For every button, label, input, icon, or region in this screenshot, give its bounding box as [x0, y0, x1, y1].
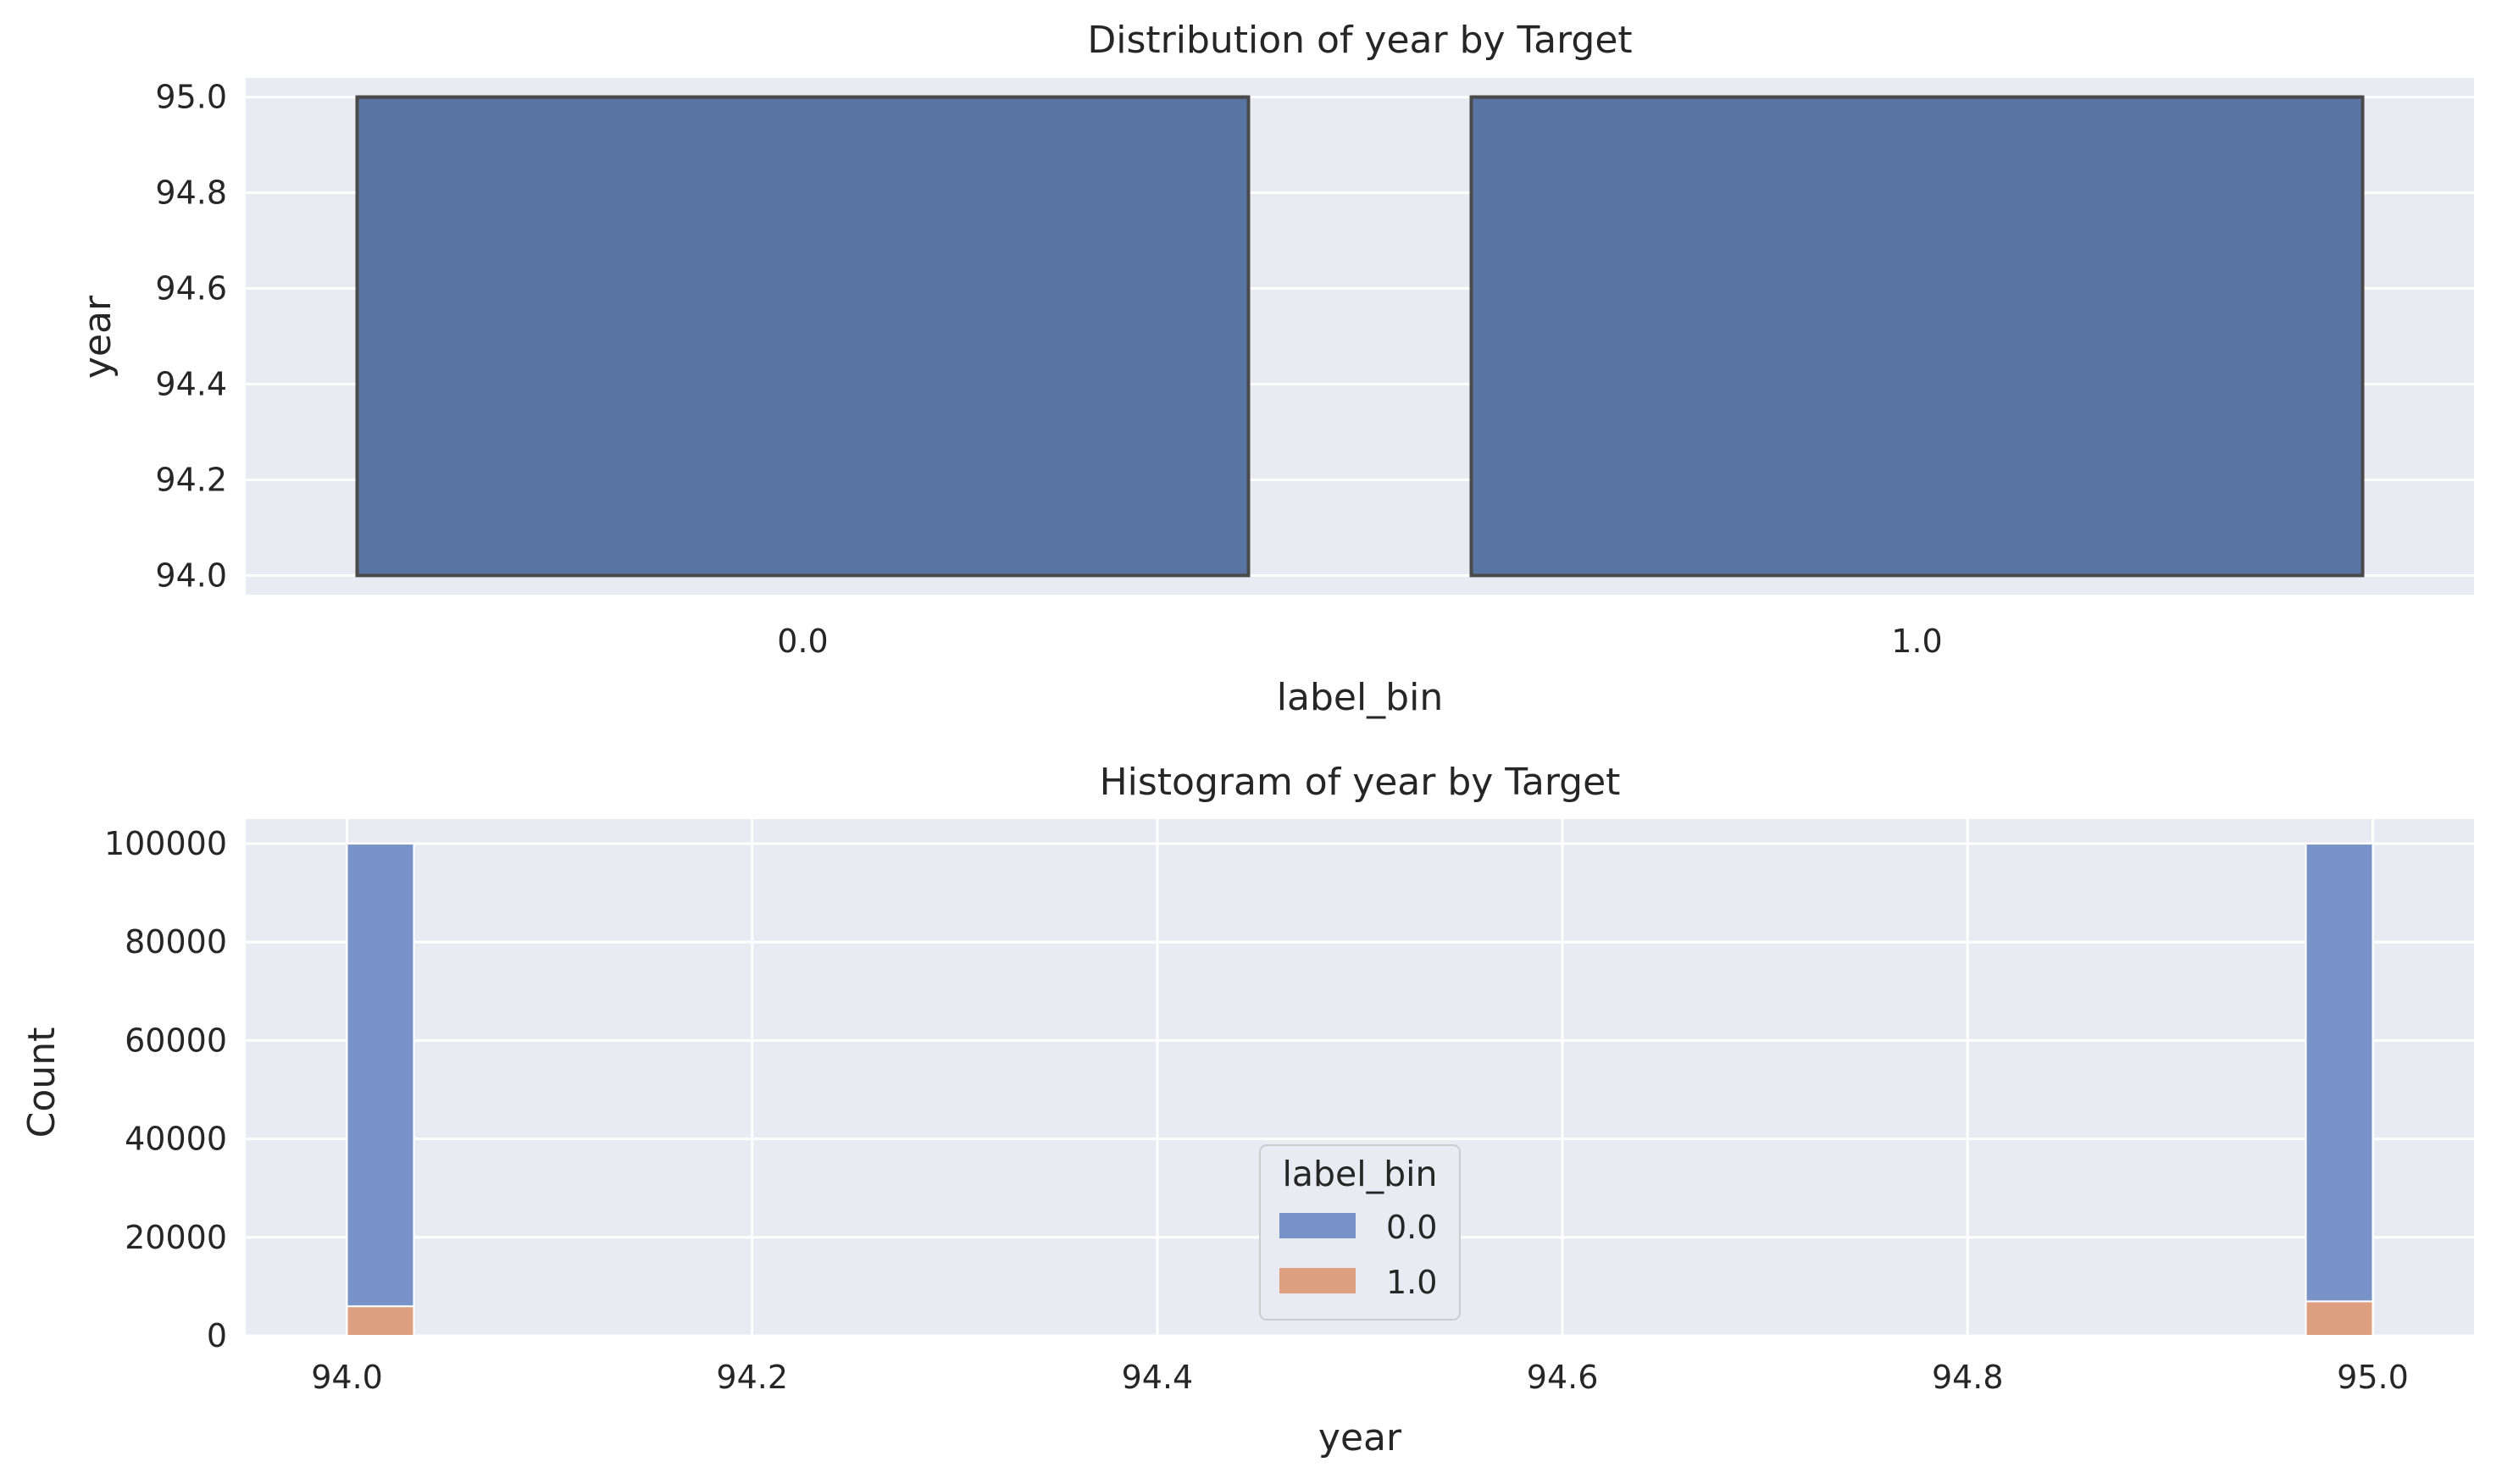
- box-plot-x-axis-label: label_bin: [1277, 676, 1443, 719]
- histogram-y-axis-label: Count: [20, 1027, 64, 1138]
- box-plot-y-ticks: 94.0 94.2 94.4 94.6 94.8 95.0: [155, 79, 227, 595]
- histogram-title: Histogram of year by Target: [1100, 761, 1621, 804]
- box-plot-y-tick-4: 94.8: [155, 174, 227, 212]
- box-plot-y-tick-5: 95.0: [155, 79, 227, 116]
- histogram-y-tick-1: 20000: [125, 1219, 227, 1256]
- legend-swatch-1: [1279, 1268, 1356, 1293]
- histogram-x-tick-3: 94.6: [1527, 1359, 1599, 1396]
- histogram-bar-series-1.0-bin-0: [346, 1305, 415, 1337]
- histogram-x-tick-1: 94.2: [716, 1359, 788, 1396]
- histogram-panel: 0 20000 40000 60000 80000 100000 94.0 94.2 94.4…: [20, 761, 2474, 1459]
- box-1.0: [1469, 95, 2365, 578]
- box-plot-x-ticks: 0.0 1.0: [777, 623, 1942, 660]
- histogram-y-tick-3: 60000: [125, 1022, 227, 1059]
- histogram-y-tick-0: 0: [207, 1317, 227, 1354]
- histogram-x-tick-4: 94.8: [1932, 1359, 2004, 1396]
- legend-label-1: 1.0: [1386, 1264, 1437, 1301]
- box-plot-y-tick-3: 94.6: [155, 270, 227, 307]
- box-plot-y-tick-1: 94.2: [155, 461, 227, 498]
- box-plot-title: Distribution of year by Target: [1087, 19, 1632, 62]
- box-plot-marks: [355, 95, 2365, 578]
- histogram-bar-series-0.0-bin-0: [346, 843, 415, 1308]
- legend-title: label_bin: [1282, 1154, 1437, 1194]
- histogram-bars: [346, 843, 2374, 1337]
- histogram-y-tick-5: 100000: [104, 825, 227, 862]
- histogram-x-tick-2: 94.4: [1122, 1359, 1194, 1396]
- histogram-x-tick-5: 95.0: [2337, 1359, 2409, 1396]
- box-plot-y-axis-label: year: [76, 295, 119, 379]
- box-plot-x-tick-0: 0.0: [777, 623, 828, 660]
- legend-swatch-0: [1279, 1213, 1356, 1238]
- histogram-x-axis-label: year: [1318, 1416, 1402, 1459]
- box-plot-x-tick-1: 1.0: [1891, 623, 1942, 660]
- histogram-y-ticks: 0 20000 40000 60000 80000 100000: [104, 825, 227, 1354]
- box-0.0: [355, 95, 1251, 578]
- histogram-x-tick-0: 94.0: [311, 1359, 383, 1396]
- histogram-x-ticks: 94.0 94.2 94.4 94.6 94.8 95.0: [311, 1359, 2409, 1396]
- box-plot-panel: 94.0 94.2 94.4 94.6 94.8 95.0 0.0 1.0 Distribu…: [76, 19, 2474, 719]
- histogram-bar-series-0.0-bin-1: [2305, 843, 2374, 1303]
- histogram-legend: label_bin 0.0 1.0: [1259, 1144, 1461, 1321]
- histogram-y-tick-2: 40000: [125, 1121, 227, 1158]
- legend-label-0: 0.0: [1386, 1209, 1437, 1246]
- histogram-bar-series-1.0-bin-1: [2305, 1300, 2374, 1337]
- box-plot-y-tick-2: 94.4: [155, 365, 227, 402]
- histogram-y-tick-4: 80000: [125, 923, 227, 961]
- box-plot-y-tick-0: 94.0: [155, 556, 227, 594]
